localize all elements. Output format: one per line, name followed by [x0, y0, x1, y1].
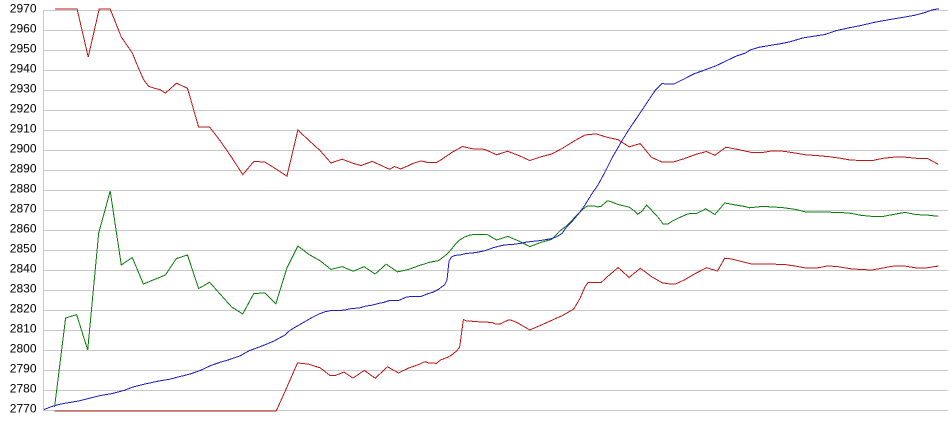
svg-text:2810: 2810	[10, 322, 37, 336]
svg-text:2840: 2840	[10, 262, 37, 276]
svg-text:2900: 2900	[10, 142, 37, 156]
svg-text:2880: 2880	[10, 182, 37, 196]
svg-text:2780: 2780	[10, 382, 37, 396]
svg-text:2770: 2770	[10, 402, 37, 416]
svg-text:2820: 2820	[10, 302, 37, 316]
svg-text:2850: 2850	[10, 242, 37, 256]
svg-text:2790: 2790	[10, 362, 37, 376]
svg-text:2930: 2930	[10, 82, 37, 96]
svg-text:2830: 2830	[10, 282, 37, 296]
svg-text:2910: 2910	[10, 122, 37, 136]
svg-text:2870: 2870	[10, 202, 37, 216]
svg-text:2800: 2800	[10, 342, 37, 356]
svg-text:2940: 2940	[10, 62, 37, 76]
svg-text:2890: 2890	[10, 162, 37, 176]
svg-text:2920: 2920	[10, 102, 37, 116]
svg-text:2950: 2950	[10, 42, 37, 56]
svg-text:2860: 2860	[10, 222, 37, 236]
svg-text:2970: 2970	[10, 2, 37, 16]
svg-text:2960: 2960	[10, 22, 37, 36]
